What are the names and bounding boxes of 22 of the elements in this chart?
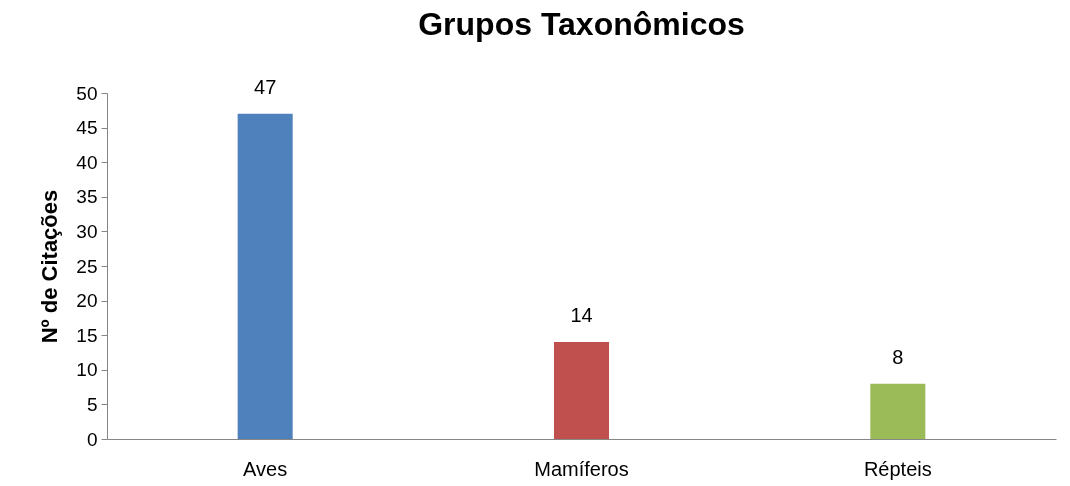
y-tick-label: 30	[76, 220, 98, 242]
x-tick-label: Aves	[243, 457, 288, 480]
data-label: 8	[892, 345, 904, 368]
x-tick-label: Répteis	[863, 457, 932, 480]
y-tick-label: 20	[76, 290, 98, 312]
bar	[237, 113, 293, 439]
data-label: 47	[254, 75, 277, 98]
y-tick-label: 15	[76, 324, 98, 346]
y-tick-label: 35	[76, 186, 98, 208]
y-tick-label: 50	[76, 82, 98, 104]
bar	[870, 383, 926, 439]
y-tick-label: 40	[76, 151, 98, 173]
y-tick-label: 0	[86, 428, 98, 450]
y-axis-title: Nº de Citações	[37, 189, 63, 344]
y-tick-label: 10	[76, 359, 98, 381]
x-tick-label: Mamíferos	[534, 457, 629, 480]
chart-title: Grupos Taxonômicos	[418, 5, 745, 42]
y-tick-label: 45	[76, 117, 98, 139]
y-tick-label: 5	[86, 393, 98, 415]
data-label: 14	[570, 304, 593, 327]
bar	[553, 342, 610, 439]
y-tick-label: 25	[76, 255, 98, 277]
